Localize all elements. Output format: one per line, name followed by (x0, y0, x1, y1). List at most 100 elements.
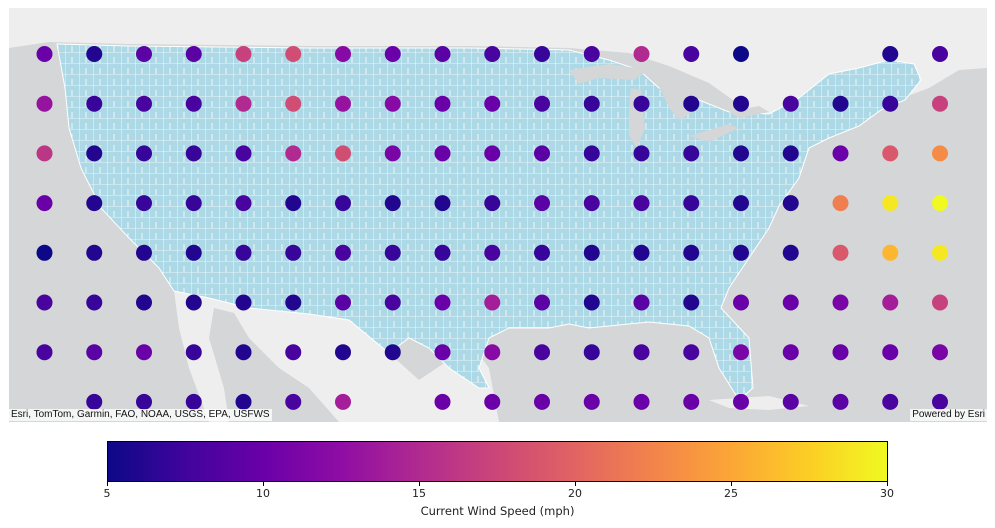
map-attribution: Esri, TomTom, Garmin, FAO, NOAA, USGS, E… (9, 409, 272, 421)
wind-speed-point (534, 95, 550, 112)
colorbar-tick-label: 20 (568, 487, 582, 500)
wind-speed-point (36, 46, 53, 62)
colorbar-tick (107, 482, 108, 486)
wind-speed-point (185, 244, 202, 261)
wind-speed-point (335, 244, 351, 261)
wind-speed-point (434, 46, 451, 62)
wind-speed-point (932, 294, 948, 311)
wind-speed-point (484, 294, 501, 311)
wind-speed-point (733, 294, 749, 311)
wind-speed-point (633, 393, 650, 410)
wind-speed-point (683, 393, 700, 410)
wind-speed-point (235, 195, 252, 212)
wind-speed-point (235, 95, 252, 112)
wind-speed-point (86, 344, 103, 361)
wind-speed-point (583, 145, 600, 162)
wind-speed-point (484, 344, 501, 361)
lake-ontario (729, 106, 769, 118)
wind-speed-point (484, 195, 501, 212)
wind-speed-point (384, 46, 401, 62)
wind-speed-point (136, 145, 152, 162)
wind-speed-point (733, 344, 749, 361)
wind-speed-point (583, 393, 600, 410)
wind-speed-point (285, 195, 302, 212)
wind-speed-point (36, 145, 53, 162)
colorbar (107, 441, 888, 482)
wind-speed-point (782, 393, 799, 410)
wind-speed-point (285, 244, 302, 261)
wind-speed-point (36, 294, 53, 311)
wind-speed-point (235, 244, 252, 261)
wind-speed-point (683, 46, 700, 62)
wind-speed-point (633, 344, 650, 361)
wind-speed-point (733, 393, 749, 410)
wind-speed-point (136, 344, 152, 361)
wind-speed-point (235, 46, 252, 62)
wind-speed-point (36, 195, 53, 212)
wind-speed-point (782, 294, 799, 311)
wind-speed-points (36, 46, 948, 410)
lake-erie (689, 124, 739, 142)
wind-speed-point (185, 393, 202, 410)
wind-speed-point (136, 294, 152, 311)
wind-speed-point (285, 344, 302, 361)
wind-speed-point (534, 145, 550, 162)
wind-speed-point (335, 344, 351, 361)
wind-speed-point (733, 195, 749, 212)
wind-speed-point (832, 145, 849, 162)
wind-speed-point (733, 145, 749, 162)
wind-speed-point (733, 95, 749, 112)
wind-speed-point (882, 393, 899, 410)
wind-speed-point (583, 46, 600, 62)
wind-speed-point (185, 195, 202, 212)
wind-speed-point (235, 145, 252, 162)
wind-speed-point (434, 393, 451, 410)
wind-speed-point (782, 195, 799, 212)
wind-speed-point (434, 195, 451, 212)
wind-speed-point (633, 95, 650, 112)
wind-speed-point (633, 244, 650, 261)
wind-speed-point (534, 344, 550, 361)
wind-speed-point (285, 393, 302, 410)
wind-speed-point (683, 195, 700, 212)
wind-speed-point (782, 145, 799, 162)
wind-speed-point (583, 244, 600, 261)
wind-speed-point (633, 195, 650, 212)
colorbar-tick-label: 15 (412, 487, 426, 500)
wind-speed-point (484, 393, 501, 410)
wind-speed-point (832, 294, 849, 311)
wind-speed-point (86, 294, 103, 311)
wind-speed-point (832, 344, 849, 361)
wind-speed-point (86, 244, 103, 261)
wind-speed-point (185, 145, 202, 162)
wind-speed-point (86, 46, 103, 62)
wind-speed-point (235, 344, 252, 361)
wind-speed-point (832, 393, 849, 410)
wind-speed-point (932, 393, 948, 410)
colorbar-tick-label: 10 (256, 487, 270, 500)
wind-speed-point (484, 95, 501, 112)
wind-speed-point (534, 294, 550, 311)
wind-speed-point (882, 145, 899, 162)
colorbar-tick (419, 482, 420, 486)
wind-speed-point (185, 344, 202, 361)
wind-speed-point (335, 95, 351, 112)
wind-speed-point (484, 244, 501, 261)
wind-speed-point (235, 294, 252, 311)
wind-speed-point (36, 344, 53, 361)
wind-speed-point (832, 244, 849, 261)
wind-speed-point (86, 393, 103, 410)
colorbar-tick-label: 30 (880, 487, 894, 500)
wind-speed-point (136, 244, 152, 261)
wind-speed-point (782, 244, 799, 261)
wind-speed-point (534, 195, 550, 212)
wind-speed-point (882, 46, 899, 62)
wind-speed-point (285, 294, 302, 311)
wind-speed-point (335, 195, 351, 212)
wind-speed-point (36, 244, 53, 261)
wind-speed-point (86, 195, 103, 212)
map-view[interactable]: Esri, TomTom, Garmin, FAO, NOAA, USGS, E… (9, 8, 987, 422)
colorbar-tick-label: 5 (103, 487, 111, 500)
wind-speed-point (683, 294, 700, 311)
wind-speed-point (932, 344, 948, 361)
